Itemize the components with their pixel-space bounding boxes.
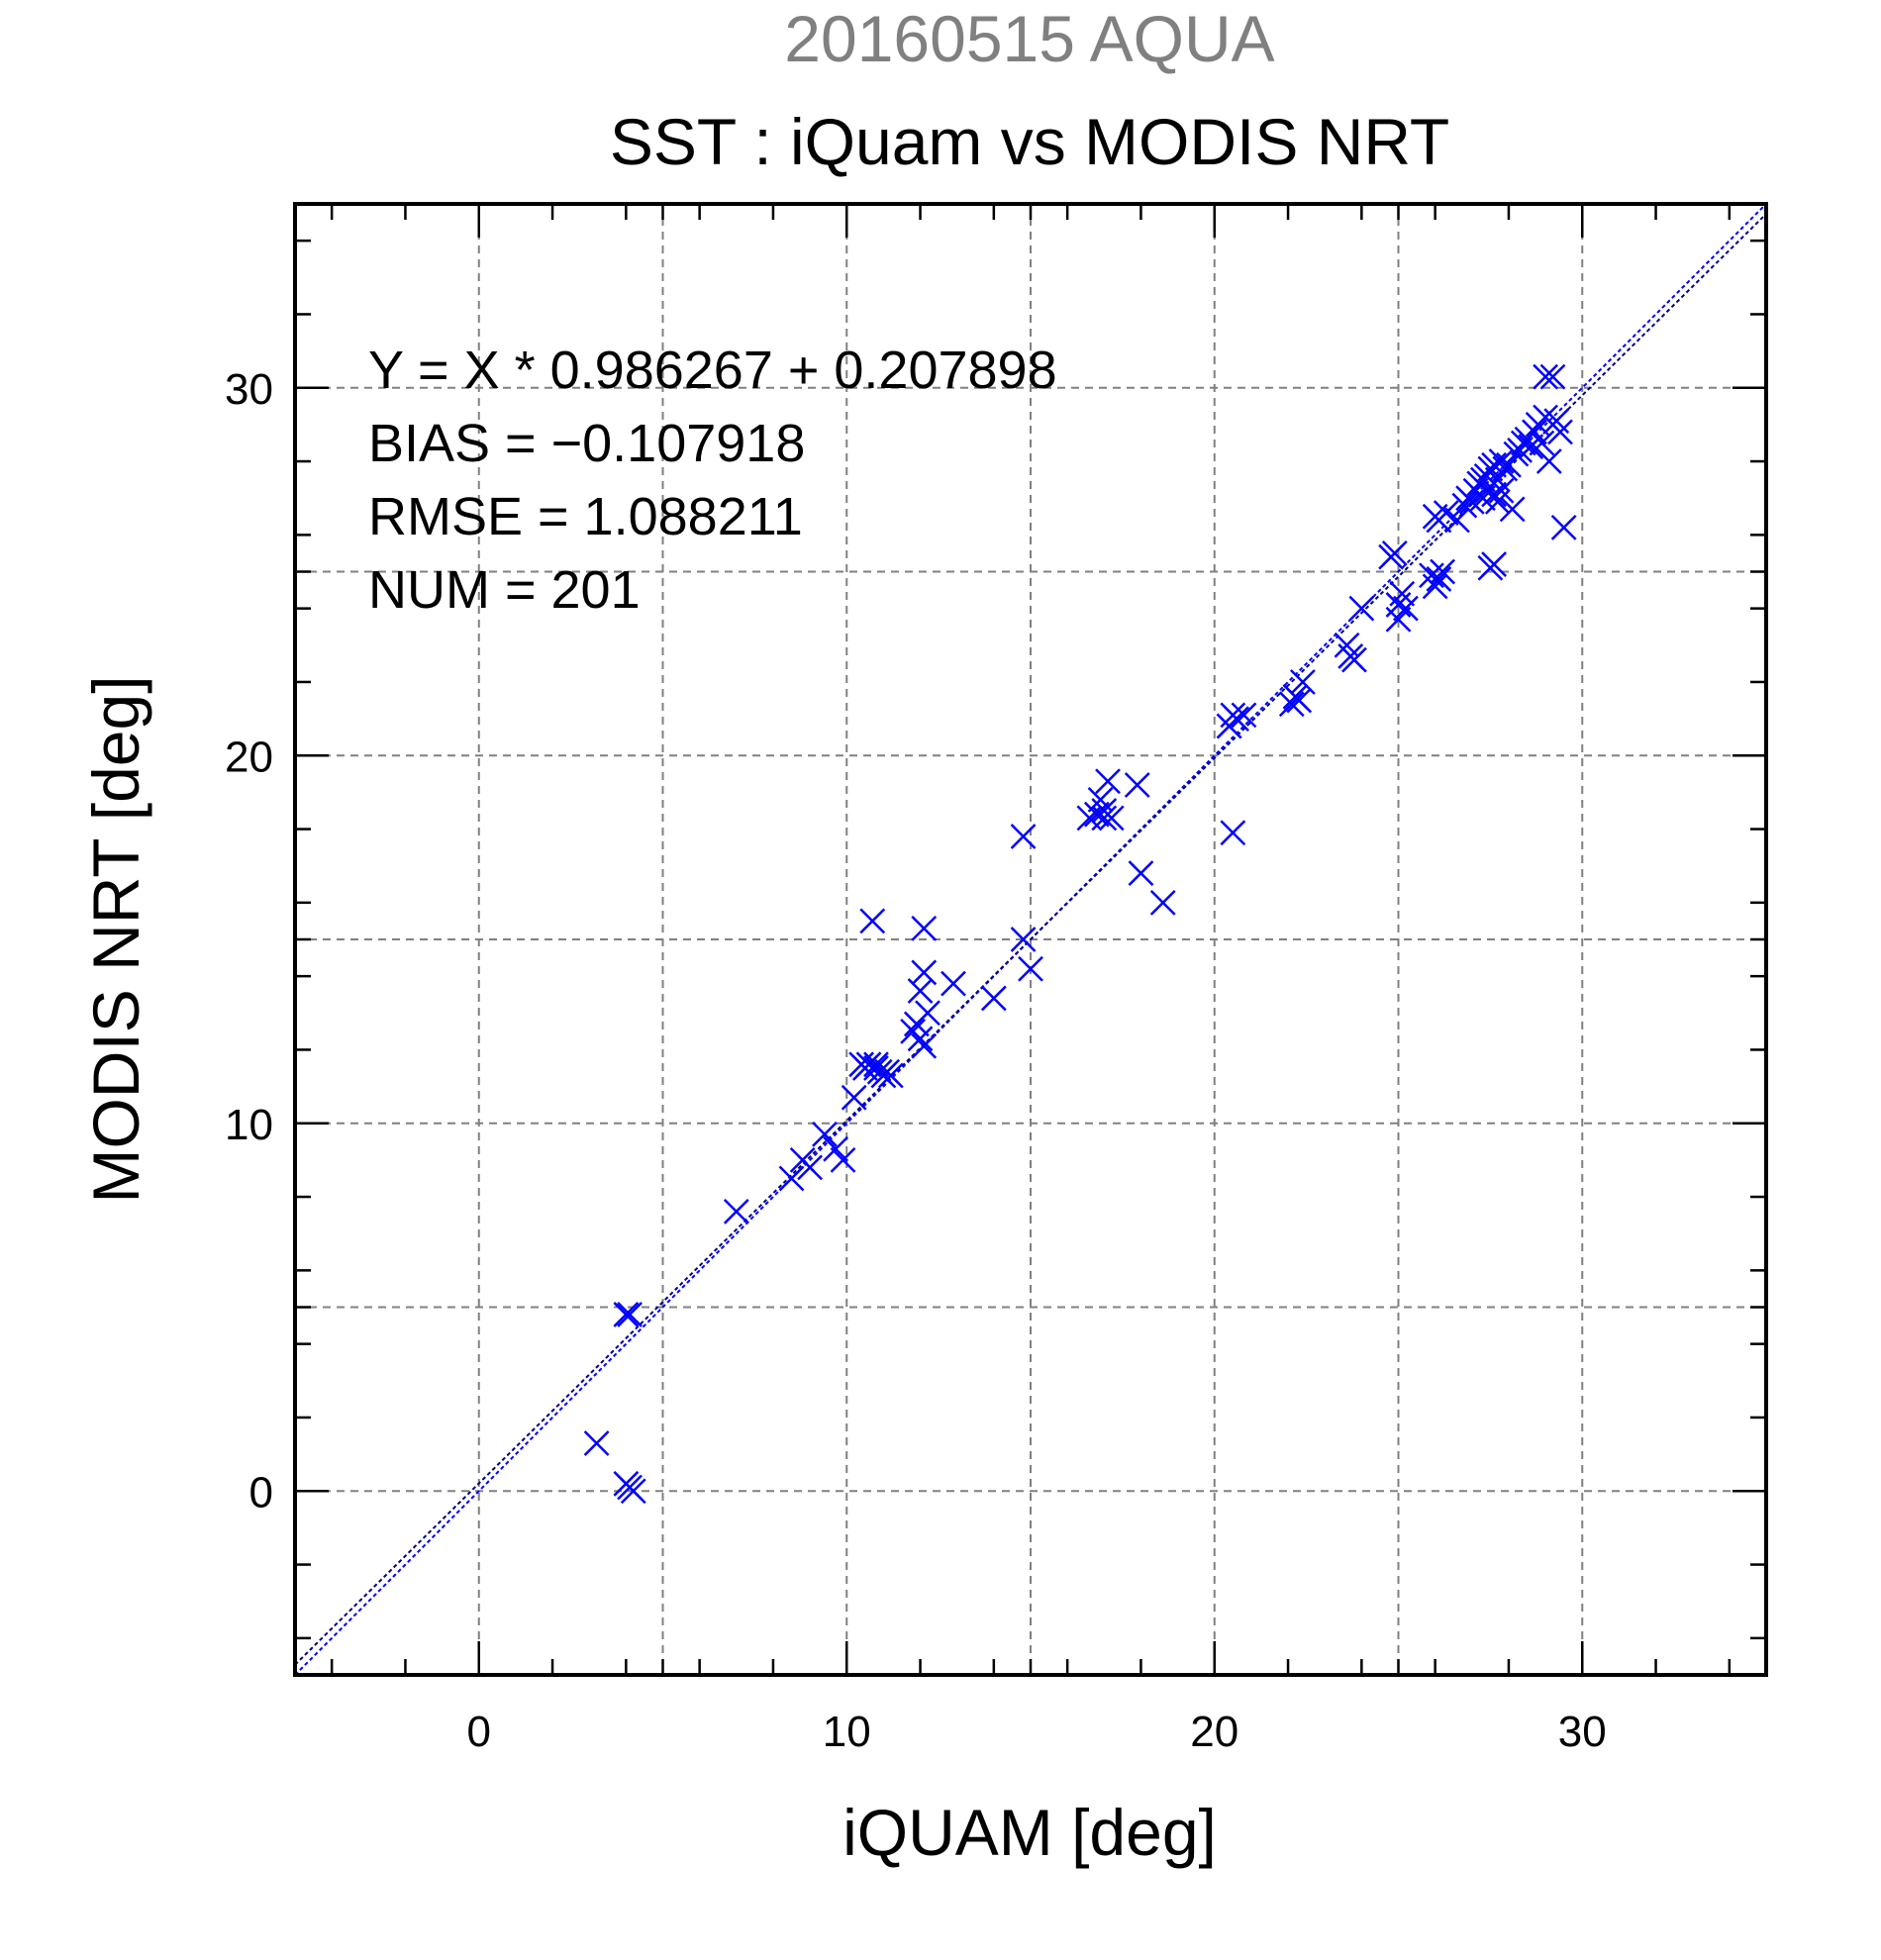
data-point <box>1341 646 1367 673</box>
data-point <box>1128 860 1154 887</box>
data-point <box>583 1430 610 1456</box>
stats-box: Y = X * 0.986267 + 0.207898 BIAS = −0.10… <box>368 341 1057 620</box>
data-point <box>617 1302 643 1327</box>
stat-num: NUM = 201 <box>368 560 641 620</box>
data-point <box>778 1165 805 1192</box>
stat-rmse: RMSE = 1.088211 <box>368 487 803 546</box>
data-point <box>1385 606 1412 633</box>
data-points <box>583 363 1577 1505</box>
data-point <box>1451 492 1478 519</box>
data-point <box>1533 404 1558 431</box>
y-tick-label: 0 <box>249 1468 273 1517</box>
y-tick-label: 10 <box>225 1101 273 1149</box>
data-point <box>1488 477 1515 504</box>
y-tick-label: 30 <box>225 365 273 414</box>
data-point <box>940 970 966 997</box>
data-point <box>1430 558 1455 585</box>
data-point <box>1124 772 1150 798</box>
data-point <box>1444 507 1470 534</box>
data-point <box>1433 500 1459 526</box>
data-point <box>1381 540 1408 566</box>
stat-bias: BIAS = −0.107918 <box>368 414 805 473</box>
data-point <box>1481 551 1507 577</box>
data-point <box>797 1154 823 1181</box>
data-point <box>1149 889 1176 916</box>
data-point <box>1290 669 1316 695</box>
y-tick-label: 20 <box>225 733 273 781</box>
x-tick-label: 20 <box>1190 1708 1238 1756</box>
data-point <box>1426 566 1452 592</box>
data-point <box>1083 801 1110 828</box>
data-point <box>1393 595 1419 622</box>
data-point <box>915 1000 940 1027</box>
stat-regression: Y = X * 0.986267 + 0.207898 <box>368 341 1057 400</box>
x-tick-label: 30 <box>1558 1708 1607 1756</box>
data-point <box>1499 496 1526 523</box>
x-tick-labels: 0 10 20 30 <box>467 1708 1607 1756</box>
data-point <box>1550 515 1577 540</box>
data-point <box>980 985 1007 1012</box>
data-point <box>863 1051 889 1078</box>
data-point <box>911 1032 938 1059</box>
data-point <box>907 978 934 1004</box>
data-point <box>1278 691 1305 718</box>
data-point <box>1481 481 1507 508</box>
x-tick-label: 0 <box>467 1708 491 1756</box>
data-point <box>907 1026 934 1052</box>
chart-title: SST : iQuam vs MODIS NRT <box>610 105 1449 178</box>
data-point <box>1231 702 1257 729</box>
data-point <box>830 1147 856 1173</box>
data-point <box>613 1470 640 1497</box>
y-axis-title: MODIS NRT [deg] <box>79 675 152 1203</box>
data-point <box>1389 580 1416 607</box>
data-point <box>1533 363 1558 390</box>
data-point <box>874 1058 900 1085</box>
data-point <box>823 1135 848 1162</box>
data-point <box>812 1122 838 1147</box>
chart-suptitle: 20160515 AQUA <box>784 2 1274 75</box>
data-point <box>859 908 886 934</box>
data-point <box>723 1199 749 1225</box>
data-point <box>1455 485 1481 512</box>
data-point <box>1470 466 1496 493</box>
data-point <box>1529 430 1555 456</box>
data-point <box>911 915 938 941</box>
data-point <box>1091 798 1118 824</box>
data-point <box>1507 438 1533 463</box>
plot-frame <box>293 202 1768 1677</box>
data-point <box>1422 573 1448 600</box>
data-point <box>1018 955 1043 982</box>
data-point <box>1539 363 1566 390</box>
data-point <box>1010 824 1037 849</box>
x-axis-title: iQUAM [deg] <box>842 1796 1217 1869</box>
data-point <box>1522 419 1547 445</box>
data-point <box>1216 713 1242 739</box>
data-point <box>1535 448 1562 474</box>
data-point <box>1095 768 1121 795</box>
data-point <box>1220 820 1246 846</box>
data-point <box>613 1302 640 1327</box>
data-point <box>1348 595 1375 622</box>
data-point <box>841 1084 867 1111</box>
data-point <box>1496 451 1522 478</box>
x-tick-label: 10 <box>823 1708 871 1756</box>
data-point <box>1010 927 1037 952</box>
y-tick-labels: 0 10 20 30 <box>225 365 273 1518</box>
data-point <box>911 959 938 986</box>
